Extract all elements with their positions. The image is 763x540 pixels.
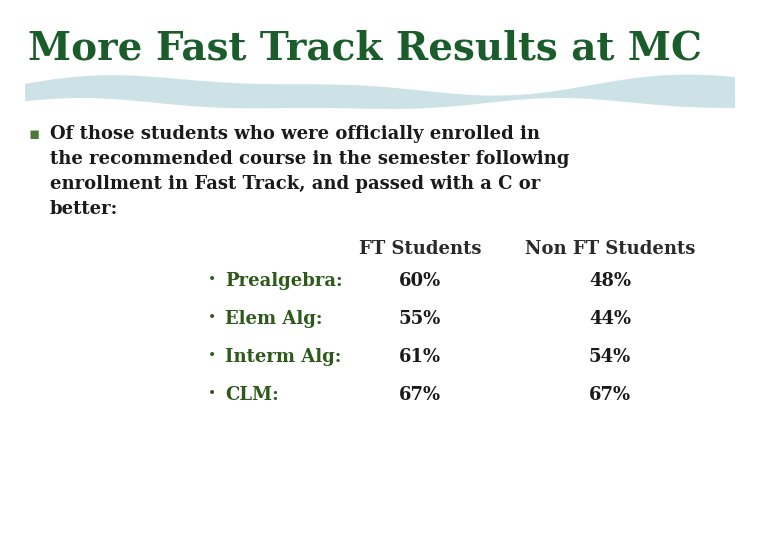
Text: enrollment in Fast Track, and passed with a C or: enrollment in Fast Track, and passed wit… (50, 175, 540, 193)
Text: 54%: 54% (589, 348, 631, 366)
Text: 67%: 67% (589, 386, 631, 404)
Text: Prealgebra:: Prealgebra: (225, 272, 343, 290)
Text: 48%: 48% (589, 272, 631, 290)
Polygon shape (25, 75, 735, 109)
Text: 44%: 44% (589, 310, 631, 328)
Text: •: • (208, 386, 216, 400)
Text: •: • (208, 348, 216, 362)
Text: 61%: 61% (399, 348, 441, 366)
Text: Of those students who were officially enrolled in: Of those students who were officially en… (50, 125, 540, 143)
Text: better:: better: (50, 200, 118, 218)
Text: More Fast Track Results at MC: More Fast Track Results at MC (28, 30, 702, 68)
Text: Elem Alg:: Elem Alg: (225, 310, 323, 328)
Text: 55%: 55% (399, 310, 441, 328)
Text: CLM:: CLM: (225, 386, 278, 404)
Text: the recommended course in the semester following: the recommended course in the semester f… (50, 150, 569, 168)
Text: Non FT Students: Non FT Students (525, 240, 695, 258)
Text: 60%: 60% (399, 272, 441, 290)
Text: •: • (208, 272, 216, 286)
Text: 67%: 67% (399, 386, 441, 404)
Text: FT Students: FT Students (359, 240, 481, 258)
Text: •: • (208, 310, 216, 324)
Text: ▪: ▪ (28, 125, 39, 143)
Text: Interm Alg:: Interm Alg: (225, 348, 341, 366)
